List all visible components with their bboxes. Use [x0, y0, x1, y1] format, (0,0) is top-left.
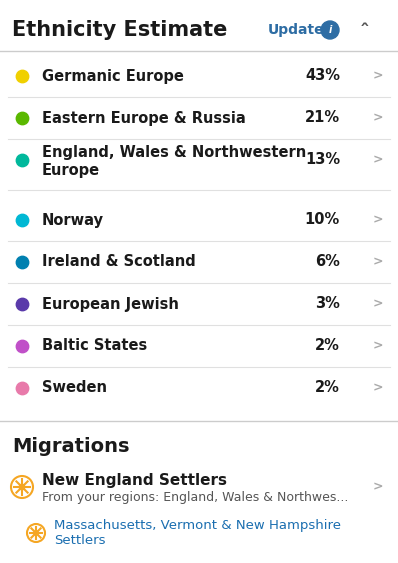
Circle shape: [321, 21, 339, 39]
Text: Norway: Norway: [42, 212, 104, 227]
Point: [19, 72, 25, 81]
Point: [19, 114, 25, 123]
Text: Massachusetts, Vermont & New Hampshire: Massachusetts, Vermont & New Hampshire: [54, 520, 341, 533]
Text: 43%: 43%: [305, 69, 340, 83]
Text: 3%: 3%: [315, 297, 340, 311]
Point: [19, 216, 25, 225]
Text: Europe: Europe: [42, 163, 100, 177]
Text: Sweden: Sweden: [42, 381, 107, 395]
Text: >: >: [373, 69, 383, 83]
Text: European Jewish: European Jewish: [42, 297, 179, 311]
Text: Baltic States: Baltic States: [42, 338, 147, 354]
Text: 6%: 6%: [315, 254, 340, 270]
Text: England, Wales & Northwestern: England, Wales & Northwestern: [42, 145, 306, 159]
Text: >: >: [373, 111, 383, 124]
Text: >: >: [373, 297, 383, 311]
Text: >: >: [373, 382, 383, 395]
Circle shape: [34, 531, 38, 535]
Text: >: >: [373, 256, 383, 269]
Point: [19, 383, 25, 392]
Text: >: >: [373, 154, 383, 167]
Text: Ireland & Scotland: Ireland & Scotland: [42, 254, 196, 270]
Text: 13%: 13%: [305, 153, 340, 168]
Text: From your regions: England, Wales & Northwes...: From your regions: England, Wales & Nort…: [42, 490, 348, 503]
Text: Ethnicity Estimate: Ethnicity Estimate: [12, 20, 227, 40]
Text: >: >: [373, 480, 383, 494]
Text: i: i: [328, 25, 332, 35]
Text: Updates: Updates: [268, 23, 333, 37]
Circle shape: [19, 484, 25, 490]
Text: >: >: [373, 213, 383, 226]
Point: [19, 155, 25, 164]
Text: 2%: 2%: [315, 381, 340, 395]
Text: Germanic Europe: Germanic Europe: [42, 69, 184, 83]
Text: New England Settlers: New England Settlers: [42, 472, 227, 488]
Text: ˆ: ˆ: [360, 23, 370, 42]
Text: Eastern Europe & Russia: Eastern Europe & Russia: [42, 110, 246, 126]
Point: [19, 257, 25, 266]
Text: 10%: 10%: [305, 212, 340, 227]
Point: [19, 342, 25, 351]
Text: Migrations: Migrations: [12, 437, 129, 457]
Point: [19, 300, 25, 309]
Text: 2%: 2%: [315, 338, 340, 354]
Text: >: >: [373, 339, 383, 352]
Text: Settlers: Settlers: [54, 534, 105, 547]
Text: 21%: 21%: [305, 110, 340, 126]
